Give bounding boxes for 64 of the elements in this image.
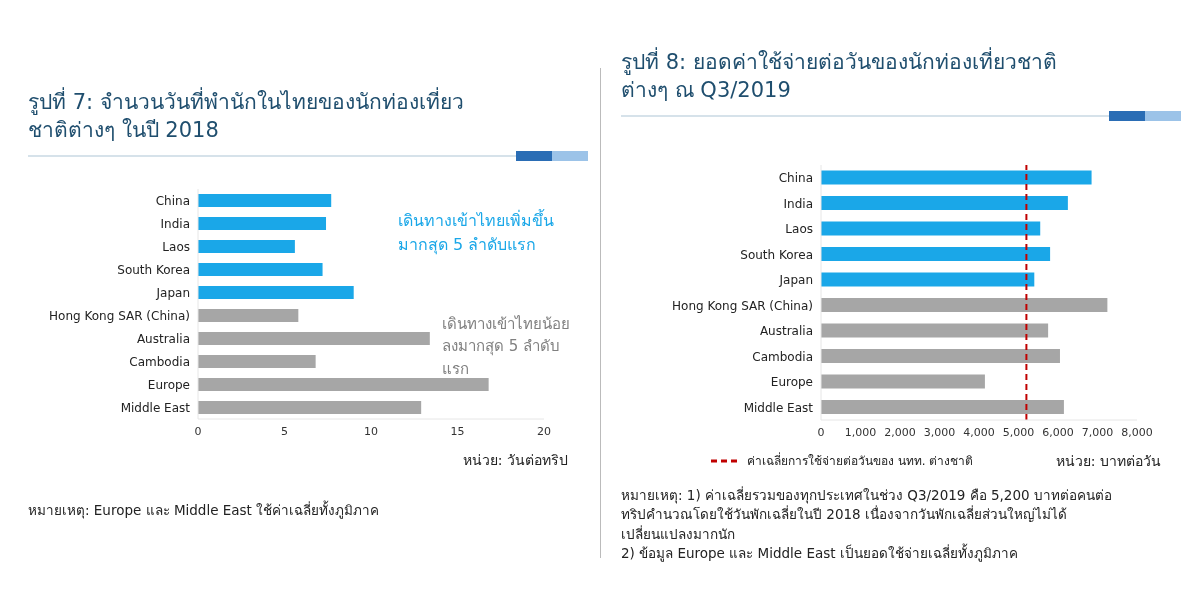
text: หมายเหตุ: 1) ค่าเฉลี่ยรวมของทุกประเทศในช่วง Q3/2019 คือ 5,200 บาทต่อคนต่อทริปคำนวณโดยใช้วันพักเฉลี่ยในปี 2018 เนื่องจากวันพักเฉลี่ยส่วนใหญ่ไม่ได้เปลี่ยนแปลงมากนัก bbox=[621, 485, 1113, 543]
y-tick-label: Middle East bbox=[743, 400, 814, 415]
x-tick-label: 0 bbox=[817, 425, 825, 439]
y-tick-label: Europe bbox=[147, 377, 190, 392]
bar bbox=[198, 262, 323, 276]
x-tick-label: 5,000 bbox=[1002, 425, 1035, 439]
bar bbox=[198, 285, 354, 299]
x-tick-label: 2,000 bbox=[884, 425, 916, 439]
bar bbox=[198, 331, 430, 345]
y-tick-label: China bbox=[155, 193, 190, 208]
y-tick-label: Cambodia bbox=[129, 354, 190, 369]
y-tick-label: Europe bbox=[770, 374, 813, 389]
y-tick-label: Australia bbox=[136, 331, 190, 346]
x-axis-title: หน่วย: วันต่อทริป bbox=[462, 450, 568, 470]
bar bbox=[198, 216, 327, 230]
y-tick-label: Japan bbox=[778, 272, 813, 287]
y-tick-label: Japan bbox=[155, 285, 190, 300]
bar bbox=[198, 239, 295, 253]
text: หมายเหตุ: Europe และ Middle East ใช้ค่าเฉลี่ยทั้งภูมิภาค bbox=[28, 500, 381, 521]
y-tick-label: Australia bbox=[759, 323, 813, 338]
bar bbox=[821, 170, 1092, 185]
y-tick-label: South Korea bbox=[740, 247, 813, 262]
bar bbox=[198, 377, 489, 391]
bar bbox=[821, 297, 1108, 312]
y-tick-label: India bbox=[160, 216, 190, 231]
y-tick-label: Middle East bbox=[120, 400, 191, 415]
x-tick-label: 5 bbox=[281, 424, 288, 438]
bar bbox=[198, 354, 316, 368]
x-tick-label: 8,000 bbox=[1121, 425, 1153, 439]
x-tick-label: 0 bbox=[194, 424, 202, 438]
bar bbox=[198, 193, 332, 207]
x-tick-label: 6,000 bbox=[1042, 425, 1074, 439]
bar bbox=[821, 374, 985, 389]
y-tick-label: Cambodia bbox=[752, 349, 813, 364]
x-tick-label: 10 bbox=[364, 424, 378, 438]
y-tick-label: Laos bbox=[162, 239, 190, 254]
bar bbox=[821, 348, 1060, 363]
annotation: เดินทางเข้าไทยน้อยลงมากสุด 5 ลำดับแรก bbox=[442, 313, 570, 380]
x-tick-label: 1,000 bbox=[844, 425, 877, 439]
y-tick-label: South Korea bbox=[117, 262, 190, 277]
y-tick-label: Hong Kong SAR (China) bbox=[672, 298, 813, 313]
x-tick-label: 7,000 bbox=[1081, 425, 1114, 439]
legend-label: ค่าเฉลี่ยการใช้จ่ายต่อวันของ นทท. ต่างชาติ bbox=[747, 451, 974, 471]
bar bbox=[821, 195, 1068, 210]
y-tick-label: India bbox=[783, 196, 813, 211]
bar bbox=[821, 323, 1049, 338]
x-tick-label: 15 bbox=[450, 424, 465, 438]
y-tick-label: Laos bbox=[785, 221, 813, 236]
bar bbox=[198, 308, 299, 322]
x-axis-title: หน่วย: บาทต่อวัน bbox=[1055, 451, 1161, 471]
x-tick-label: 4,000 bbox=[963, 425, 995, 439]
text: 2) ข้อมูล Europe และ Middle East เป็นยอดใช้จ่ายเฉลี่ยทั้งภูมิภาค bbox=[621, 544, 1019, 564]
bar bbox=[821, 246, 1051, 261]
bar bbox=[198, 400, 422, 414]
bar bbox=[821, 272, 1035, 287]
annotation: เดินทางเข้าไทยเพิ่มขึ้นมากสุด 5 ลำดับแรก bbox=[398, 208, 555, 257]
y-tick-label: Hong Kong SAR (China) bbox=[49, 308, 190, 323]
bar bbox=[821, 221, 1041, 236]
y-tick-label: China bbox=[778, 170, 813, 185]
chart-title: รูปที่ 7: จำนวนวันที่พำนักในไทยของนักท่องเที่ยวชาติต่างๆ ในปี 2018 bbox=[28, 88, 465, 145]
bar bbox=[821, 399, 1064, 414]
x-tick-label: 3,000 bbox=[923, 425, 956, 439]
x-tick-label: 20 bbox=[537, 424, 551, 438]
chart-title: รูปที่ 8: ยอดค่าใช้จ่ายต่อวันของนักท่องเที่ยวชาติต่างๆ ณ Q3/2019 bbox=[621, 48, 1058, 105]
